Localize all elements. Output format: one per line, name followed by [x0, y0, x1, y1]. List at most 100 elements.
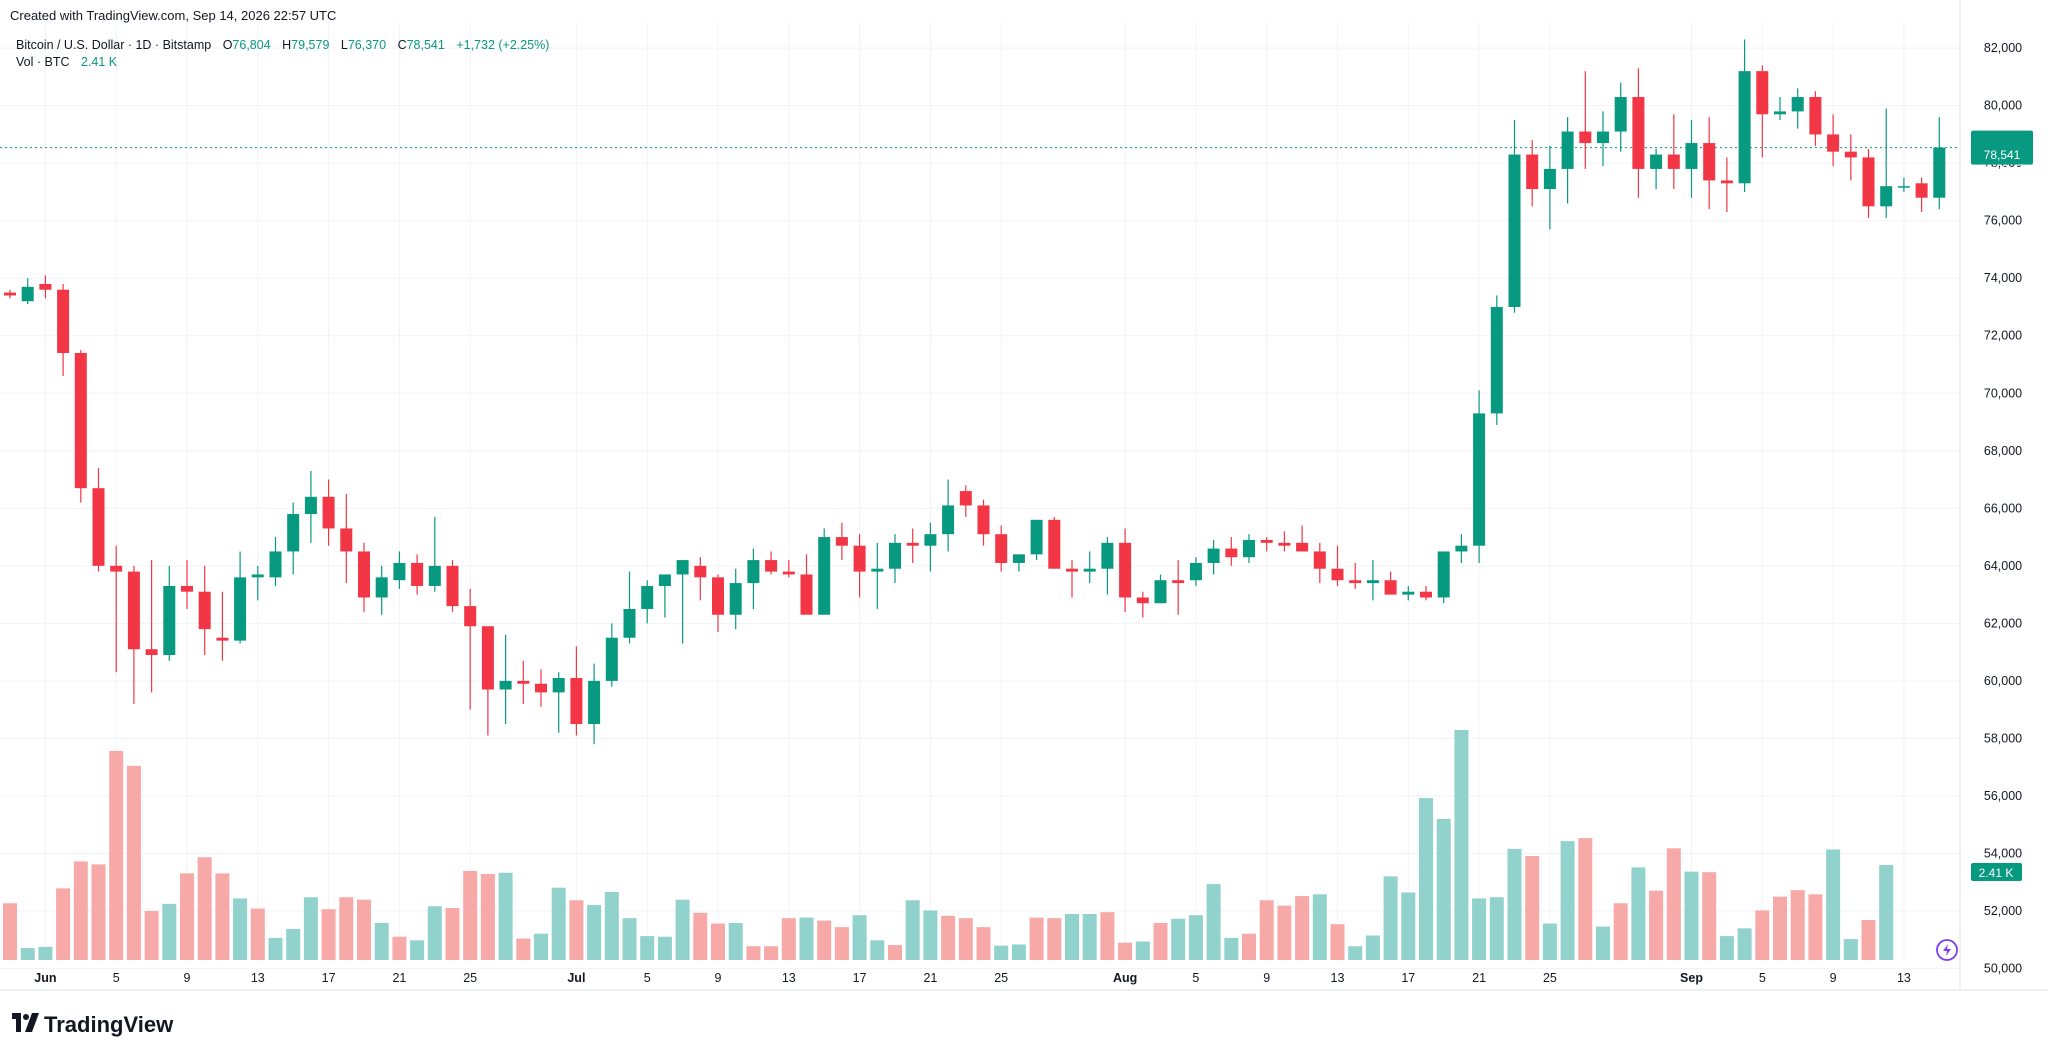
- volume-label[interactable]: Vol · BTC: [16, 55, 70, 69]
- candle[interactable]: [712, 574, 724, 632]
- candle[interactable]: [1260, 537, 1273, 552]
- candle[interactable]: [747, 548, 760, 609]
- candle[interactable]: [464, 588, 477, 710]
- candle[interactable]: [658, 574, 671, 618]
- time-axis[interactable]: Jun 5 9 13 17 21 25 Jul 5 9 13 17 21 25 Aug 5 9 13 17 21 25 S…: [34, 971, 1911, 985]
- candle[interactable]: [1048, 516, 1061, 569]
- candle[interactable]: [1437, 551, 1450, 604]
- candle[interactable]: [995, 525, 1008, 572]
- lightning-icon[interactable]: [1936, 939, 1958, 961]
- candle[interactable]: [1349, 562, 1362, 589]
- candle[interactable]: [234, 551, 247, 644]
- candle[interactable]: [375, 565, 388, 615]
- candle[interactable]: [1189, 557, 1202, 586]
- candle[interactable]: [287, 502, 300, 575]
- candle[interactable]: [411, 554, 424, 595]
- candle[interactable]: [1579, 71, 1592, 169]
- candle[interactable]: [145, 560, 158, 693]
- candle[interactable]: [1207, 539, 1220, 575]
- candle[interactable]: [127, 565, 140, 704]
- candle[interactable]: [1756, 65, 1769, 158]
- candle[interactable]: [871, 542, 884, 609]
- candle[interactable]: [1738, 39, 1751, 192]
- candle[interactable]: [1490, 295, 1503, 425]
- candle[interactable]: [216, 591, 229, 661]
- candle[interactable]: [1012, 554, 1025, 572]
- candle[interactable]: [1313, 542, 1326, 584]
- candle[interactable]: [1119, 528, 1132, 612]
- symbol-description[interactable]: Bitcoin / U.S. Dollar · 1D · Bitstamp: [16, 38, 211, 52]
- candle[interactable]: [1172, 560, 1185, 615]
- candle[interactable]: [1667, 114, 1680, 190]
- candle[interactable]: [977, 499, 990, 546]
- candle[interactable]: [1597, 111, 1609, 167]
- candle[interactable]: [1384, 571, 1397, 595]
- candle[interactable]: [818, 528, 831, 615]
- candle[interactable]: [959, 485, 972, 517]
- candle[interactable]: [1083, 551, 1096, 584]
- candle[interactable]: [322, 479, 335, 546]
- candle[interactable]: [889, 534, 901, 584]
- candle[interactable]: [1933, 117, 1946, 210]
- candle[interactable]: [694, 557, 707, 601]
- candle[interactable]: [39, 275, 52, 299]
- candle[interactable]: [198, 565, 211, 655]
- candle[interactable]: [393, 551, 406, 589]
- candle[interactable]: [535, 669, 547, 707]
- candle[interactable]: [499, 634, 512, 725]
- candle[interactable]: [4, 289, 16, 299]
- candle[interactable]: [1844, 134, 1857, 181]
- candle[interactable]: [1774, 97, 1786, 121]
- candle[interactable]: [1101, 537, 1114, 595]
- candle[interactable]: [1331, 545, 1344, 586]
- candle[interactable]: [1703, 117, 1716, 210]
- candle[interactable]: [924, 522, 937, 572]
- candle[interactable]: [588, 663, 601, 745]
- candle[interactable]: [906, 528, 919, 563]
- candle[interactable]: [835, 522, 848, 561]
- candle[interactable]: [1508, 120, 1521, 313]
- candle[interactable]: [1420, 585, 1432, 601]
- candle[interactable]: [1225, 537, 1238, 566]
- candle[interactable]: [304, 470, 317, 543]
- candle[interactable]: [765, 551, 778, 575]
- candlestick-series[interactable]: [4, 39, 1946, 745]
- candle[interactable]: [1915, 177, 1928, 213]
- candle[interactable]: [57, 283, 70, 377]
- candle[interactable]: [1561, 117, 1574, 204]
- candle[interactable]: [340, 493, 353, 584]
- candle[interactable]: [1526, 140, 1539, 207]
- candle[interactable]: [21, 278, 34, 305]
- candle[interactable]: [1614, 82, 1627, 152]
- candle[interactable]: [1278, 531, 1291, 552]
- candle[interactable]: [1897, 177, 1910, 192]
- candle[interactable]: [1296, 525, 1309, 552]
- candle[interactable]: [1366, 560, 1379, 601]
- candle[interactable]: [1791, 88, 1804, 129]
- candle[interactable]: [1862, 148, 1875, 218]
- candle[interactable]: [446, 560, 459, 612]
- candle[interactable]: [1632, 68, 1645, 198]
- candle[interactable]: [1880, 108, 1893, 218]
- candle[interactable]: [605, 623, 618, 687]
- candle[interactable]: [251, 565, 264, 601]
- candle[interactable]: [92, 468, 105, 572]
- candle[interactable]: [782, 560, 795, 578]
- candle[interactable]: [1650, 148, 1663, 190]
- candle[interactable]: [1543, 145, 1556, 230]
- candle[interactable]: [1243, 534, 1255, 563]
- candle[interactable]: [1154, 574, 1167, 604]
- candle[interactable]: [1402, 585, 1415, 601]
- candle[interactable]: [1473, 390, 1486, 563]
- candle[interactable]: [729, 568, 742, 630]
- candle[interactable]: [676, 560, 689, 644]
- tradingview-logo[interactable]: TradingView: [12, 1012, 174, 1037]
- candle[interactable]: [517, 660, 530, 704]
- candle[interactable]: [110, 545, 123, 673]
- candle[interactable]: [1030, 519, 1043, 561]
- candle[interactable]: [1720, 157, 1733, 213]
- candle[interactable]: [942, 479, 955, 552]
- candle[interactable]: [800, 554, 813, 615]
